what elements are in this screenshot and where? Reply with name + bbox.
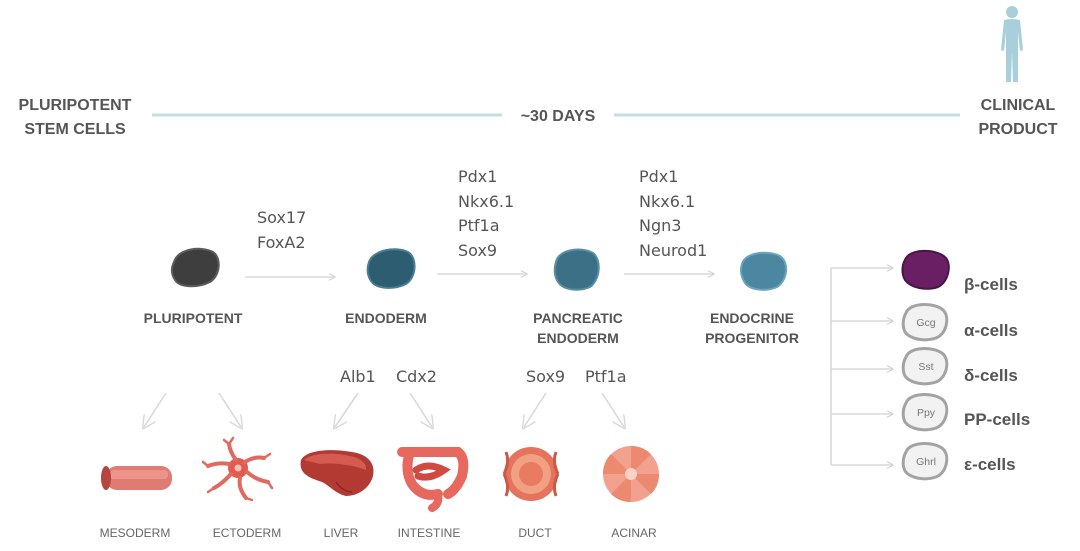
stage-label-line1: ENDOCRINE <box>710 310 794 326</box>
beta-cell: β-cells <box>901 249 1018 294</box>
marker: Pdx1 <box>458 167 497 186</box>
epsilon-cell: Ghrl ε-cells <box>901 442 1016 481</box>
marker: Neurod1 <box>639 241 707 260</box>
pluripotent-cell-icon <box>170 247 220 288</box>
cell-label: δ-cells <box>964 366 1018 385</box>
alpha-cell-icon <box>901 303 949 342</box>
hormone-label: Sst <box>918 361 933 373</box>
stage-endoderm: ENDODERM <box>345 248 427 326</box>
stage-endocrine-progenitor: ENDOCRINE PROGENITOR <box>705 251 799 346</box>
marker: Ngn3 <box>639 216 681 235</box>
pp-cell: Ppy PP-cells <box>901 393 1030 432</box>
stage-pluripotent: PLURIPOTENT <box>144 247 243 326</box>
timeline-duration: ~30 DAYS <box>521 108 596 125</box>
stage-label: PLURIPOTENT <box>144 310 243 326</box>
beta-cell-icon <box>901 249 950 290</box>
stage-label: ENDODERM <box>345 310 427 326</box>
stage-label-line2: ENDODERM <box>537 330 619 346</box>
mesoderm-vessel-icon <box>101 466 172 490</box>
timeline-start-label-line2: STEM CELLS <box>24 121 126 138</box>
stage-pancreatic-endoderm: PANCREATIC ENDODERM <box>533 248 623 346</box>
transition-markers-2: Pdx1 Nkx6.1 Ptf1a Sox9 <box>458 167 514 260</box>
timeline-end-label-line2: PRODUCT <box>978 121 1057 138</box>
arrow-to-liver <box>335 392 359 427</box>
pp-cell-icon <box>901 393 949 432</box>
cell-label: α-cells <box>964 321 1018 340</box>
tissue-label-duct: DUCT <box>518 526 552 540</box>
marker: Nkx6.1 <box>458 192 514 211</box>
endoderm-cell-icon <box>366 248 416 289</box>
timeline-start-label-line1: PLURIPOTENT <box>19 97 132 114</box>
cell-label: β-cells <box>964 275 1018 294</box>
duct-icon <box>502 447 560 501</box>
delta-cell-icon <box>901 347 949 386</box>
tissue-label-mesoderm: MESODERM <box>100 526 171 540</box>
lineage-marker-liver: Alb1 <box>340 367 376 386</box>
arrow-to-duct <box>524 392 547 427</box>
alpha-cell: Gcg α-cells <box>901 303 1018 342</box>
epsilon-cell-icon <box>901 442 949 481</box>
lineage-marker-intestine: Cdx2 <box>396 367 437 386</box>
marker: Sox9 <box>458 241 497 260</box>
cell-label: PP-cells <box>964 410 1030 429</box>
marker: FoxA2 <box>257 233 306 252</box>
pancreatic-endoderm-cell-icon <box>553 248 600 291</box>
arrow-to-acinar <box>601 392 624 427</box>
stage-label-line2: PROGENITOR <box>705 330 799 346</box>
hormone-label: Ppy <box>917 407 936 419</box>
arrow-to-ectoderm <box>218 392 241 427</box>
timeline-end-label-line1: CLINICAL <box>981 97 1056 114</box>
tissue-label-intestine: INTESTINE <box>398 526 461 540</box>
marker: Sox17 <box>257 208 306 227</box>
hormone-label: Ghrl <box>916 456 936 468</box>
delta-cell: Sst δ-cells <box>901 347 1018 386</box>
acinar-icon <box>602 445 660 503</box>
arrow-to-intestine <box>409 392 432 427</box>
lineage-marker-acinar: Ptf1a <box>585 367 627 386</box>
arrow-to-mesoderm <box>144 392 167 427</box>
intestine-icon <box>397 447 469 512</box>
tissue-label-ectoderm: ECTODERM <box>213 526 281 540</box>
tissue-label-acinar: ACINAR <box>611 526 657 540</box>
endocrine-branch-arrows <box>830 268 893 465</box>
timeline: PLURIPOTENT STEM CELLS ~30 DAYS CLINICAL… <box>19 97 1058 138</box>
transition-markers-3: Pdx1 Nkx6.1 Ngn3 Neurod1 <box>639 167 707 260</box>
marker: Pdx1 <box>639 167 678 186</box>
tissue-label-liver: LIVER <box>324 526 359 540</box>
hormone-label: Gcg <box>916 317 935 329</box>
transition-markers-1: Sox17 FoxA2 <box>257 208 306 252</box>
lineage-marker-duct: Sox9 <box>526 367 565 386</box>
human-figure-icon <box>1001 6 1023 82</box>
cell-label: ε-cells <box>964 455 1016 474</box>
liver-icon <box>300 450 374 496</box>
endocrine-progenitor-cell-icon <box>740 251 788 291</box>
stage-label-line1: PANCREATIC <box>533 310 623 326</box>
ectoderm-neuron-icon <box>201 436 274 502</box>
marker: Nkx6.1 <box>639 192 695 211</box>
marker: Ptf1a <box>458 216 500 235</box>
